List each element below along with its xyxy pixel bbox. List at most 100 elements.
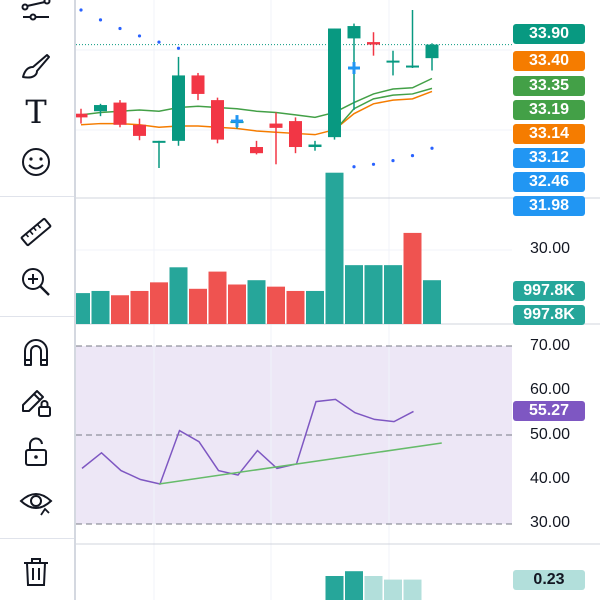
rsi-axis-label: 40.00 [529, 470, 571, 487]
psar-dot [352, 165, 356, 169]
candle-body [289, 121, 302, 148]
emoji-icon [22, 148, 50, 176]
candle-body [367, 42, 380, 45]
volume-bar [286, 290, 305, 324]
volume-bar [91, 290, 110, 324]
macd-bar [325, 576, 344, 600]
candle-body [406, 65, 419, 68]
volume-bar [247, 280, 266, 324]
volume-bar [169, 267, 188, 324]
rsi-axis-label: 70.00 [529, 337, 571, 354]
rsi-axis-label: 50.00 [529, 426, 571, 443]
candle-body [133, 124, 146, 136]
volume-bar [228, 284, 246, 324]
candle-body [347, 26, 361, 39]
volume-bar [306, 290, 324, 324]
psar-dot [430, 146, 434, 150]
psar-dot [137, 34, 142, 38]
psar-dot [79, 8, 83, 12]
candle-body [386, 60, 400, 63]
psar-dot [176, 46, 181, 50]
brush-icon [22, 54, 50, 79]
toolbar-divider [0, 316, 74, 317]
volume-bar [325, 172, 344, 324]
rsi-value-badge: 55.27 [513, 401, 585, 421]
volume-bar [72, 293, 90, 324]
toolbar-divider [0, 538, 74, 539]
volume-bar [267, 286, 285, 324]
brush-tool[interactable] [14, 46, 58, 86]
price-badge-psar: 32.46 [513, 172, 585, 192]
visibility-tool[interactable] [14, 482, 58, 522]
candle-body [425, 44, 439, 59]
volume-bar [345, 265, 363, 324]
psar-dot [98, 18, 103, 22]
chart-area[interactable] [55, 0, 600, 600]
macd-bar [384, 579, 402, 600]
ruler-tool[interactable] [14, 212, 58, 252]
candle-body [250, 147, 263, 154]
candle-body [152, 140, 166, 143]
text-icon: T [25, 93, 47, 131]
price-badge-ma: 33.40 [513, 51, 585, 71]
delete-tool[interactable] [14, 552, 58, 592]
unlock-tool[interactable] [14, 432, 58, 472]
psar-dot [157, 40, 161, 44]
zoom-in-tool[interactable] [14, 262, 58, 302]
volume-bar [384, 265, 402, 324]
candle-body [211, 100, 224, 140]
psar-dot [410, 154, 415, 158]
candle-body [328, 28, 341, 138]
parabolic-sar [55, 8, 434, 169]
candle-body [94, 105, 107, 112]
rsi-indicator [81, 398, 442, 485]
ma-line-green-fast [333, 87, 433, 132]
magnet-icon [24, 339, 48, 366]
macd-value-badge: 0.23 [513, 570, 585, 590]
volume-bar [150, 282, 168, 324]
volume-bar [189, 288, 207, 324]
trash-icon [24, 558, 48, 586]
price-badge-ma: 33.14 [513, 124, 585, 144]
trend-line-icon [21, 0, 51, 21]
pencil-lock-icon [22, 390, 51, 417]
macd-bar [345, 571, 363, 600]
chart-canvas[interactable] [55, 0, 600, 600]
rsi-axis-label: 30.00 [529, 514, 571, 531]
magnet-tool[interactable] [14, 332, 58, 372]
volume-bar [130, 290, 149, 324]
candle-body [191, 75, 205, 94]
ma-line-green [80, 77, 433, 119]
price-badge-ma: 33.35 [513, 76, 585, 96]
volume-bar [208, 271, 227, 324]
eye-icon [19, 493, 53, 516]
candles [74, 10, 439, 168]
candle-body [113, 102, 127, 125]
psar-dot [371, 162, 376, 166]
trend-line-tool[interactable] [14, 0, 58, 34]
candle-body [269, 123, 283, 128]
toolbar-divider [0, 196, 74, 197]
volume-badge: 997.8K [513, 305, 585, 325]
psar-dot [118, 26, 122, 31]
volume-badge: 997.8K [513, 281, 585, 301]
emoji-tool[interactable] [14, 142, 58, 182]
volume-bars [72, 172, 441, 324]
price-badge-psar: 33.12 [513, 148, 585, 168]
volume-bar [364, 265, 383, 324]
price-badge-last: 33.90 [513, 24, 585, 44]
ruler-icon [20, 217, 52, 247]
rsi-levels [76, 345, 512, 525]
volume-bar [423, 280, 441, 324]
volume-bar [111, 295, 129, 324]
lock-drawing-tool[interactable] [14, 382, 58, 422]
candle-body [308, 144, 322, 148]
rsi-line [81, 398, 414, 485]
macd-bar [403, 579, 422, 600]
zoom-in-icon [22, 268, 50, 296]
volume-axis-label: 30.00 [529, 240, 571, 257]
volume-bar [403, 232, 422, 324]
unlock-icon [25, 437, 47, 466]
psar-dot [391, 158, 395, 163]
text-tool[interactable]: T [14, 92, 58, 132]
